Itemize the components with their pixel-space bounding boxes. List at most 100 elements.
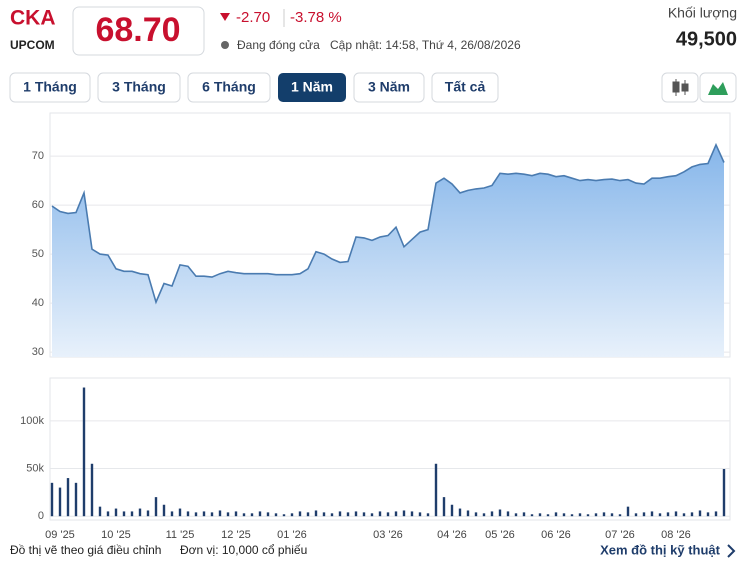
volume-bar — [178, 508, 182, 517]
volume-bar — [410, 511, 414, 517]
volume-bar — [402, 510, 406, 517]
y-tick-label: 0 — [38, 510, 44, 522]
volume-bar — [530, 514, 534, 517]
tab-label[interactable]: 6 Tháng — [202, 79, 256, 95]
volume-bar — [618, 514, 622, 517]
volume-bar — [538, 513, 542, 517]
area-button[interactable] — [699, 72, 737, 103]
volume-bar — [362, 512, 366, 517]
y-tick-label: 30 — [32, 346, 44, 358]
volume: 49,500 — [676, 28, 737, 50]
candlestick-icon — [672, 79, 689, 96]
x-tick-label: 08 '26 — [661, 529, 691, 541]
volume-bar — [226, 512, 230, 517]
tab[interactable] — [9, 72, 91, 103]
volume-bar — [210, 512, 214, 517]
volume-bar — [154, 497, 158, 517]
technical-link[interactable]: Xem đồ thị kỹ thuật — [600, 542, 721, 557]
y-tick-label: 50k — [26, 462, 44, 474]
tab-label[interactable]: Tất cả — [445, 79, 486, 95]
volume-bar — [66, 478, 70, 517]
volume-bar — [498, 509, 502, 517]
tab-label[interactable]: 1 Năm — [291, 79, 333, 95]
volume-bar — [274, 513, 278, 517]
volume-bar — [386, 512, 390, 517]
y-tick-label: 70 — [32, 150, 44, 162]
volume-bar — [586, 514, 590, 517]
change: -2.70 — [236, 9, 270, 26]
volume-bar — [130, 511, 134, 517]
updated: Cập nhật: 14:58, Thứ 4, 26/08/2026 — [330, 38, 521, 52]
tab-active[interactable] — [278, 73, 346, 102]
x-tick-label: 05 '26 — [485, 529, 515, 541]
tab[interactable] — [353, 72, 425, 103]
volume-bar — [658, 513, 662, 517]
volume-bar — [354, 511, 358, 517]
volume-bar — [146, 510, 150, 517]
volume-bar — [82, 387, 86, 517]
volume-bar — [394, 511, 398, 517]
volume-bar — [186, 511, 190, 517]
volume-bar — [218, 510, 222, 517]
tab[interactable] — [431, 72, 499, 103]
y-tick-label: 50 — [32, 248, 44, 260]
volume-bar — [426, 513, 430, 517]
link-arrow — [727, 544, 736, 558]
volume-bar — [522, 512, 526, 517]
status-dot — [221, 41, 229, 49]
status: Đang đóng cửa — [237, 38, 320, 52]
volume-bar — [298, 511, 302, 517]
volume-bar — [722, 469, 726, 517]
price: 68.70 — [95, 11, 180, 49]
area-icon — [708, 82, 728, 95]
volume-bar — [322, 512, 326, 517]
tab-label[interactable]: 1 Tháng — [23, 79, 77, 95]
volume-bar — [138, 508, 142, 517]
tab-label[interactable]: 3 Tháng — [112, 79, 166, 95]
volume-bar — [50, 482, 54, 517]
volume-bar — [514, 513, 518, 517]
tab-label[interactable]: 3 Năm — [368, 79, 410, 95]
volume-bar — [258, 511, 262, 517]
y-tick-label: 60 — [32, 199, 44, 211]
volume-bar — [474, 512, 478, 517]
volume-bar — [106, 511, 110, 517]
volume-bar — [666, 512, 670, 517]
tab[interactable] — [97, 72, 181, 103]
volume-bar — [434, 463, 438, 517]
volume-bar — [330, 513, 334, 517]
volume-bar — [570, 514, 574, 517]
candlestick-button[interactable] — [661, 72, 699, 103]
down-arrow — [220, 13, 230, 21]
volume-bar — [162, 504, 166, 517]
price-box — [72, 6, 205, 56]
volume-bar — [602, 512, 606, 517]
y-tick-label: 40 — [32, 297, 44, 309]
volume-bar — [698, 510, 702, 517]
volume-bar — [634, 513, 638, 517]
volume-bar — [626, 506, 630, 517]
volume-plot-frame — [49, 377, 731, 521]
price-area — [52, 144, 724, 357]
volume-bar — [418, 512, 422, 517]
volume-bar — [74, 482, 78, 517]
volume-bar — [442, 497, 446, 517]
change-pct: -3.78 % — [290, 9, 342, 26]
volume-bar — [490, 511, 494, 517]
volume-bar — [546, 514, 550, 517]
volume-bar — [338, 511, 342, 517]
volume-bar — [306, 512, 310, 517]
x-tick-label: 11 '25 — [166, 529, 195, 541]
tab[interactable] — [187, 72, 271, 103]
volume-bar — [114, 508, 118, 517]
volume-bar — [706, 512, 710, 517]
volume-bar — [506, 511, 510, 517]
volume-bar — [290, 513, 294, 517]
volume-bar — [98, 506, 102, 517]
volume-bar — [466, 510, 470, 517]
x-tick-label: 04 '26 — [437, 529, 467, 541]
volume-bar — [714, 511, 718, 517]
volume-bar — [690, 512, 694, 517]
volume-bar — [554, 512, 558, 517]
